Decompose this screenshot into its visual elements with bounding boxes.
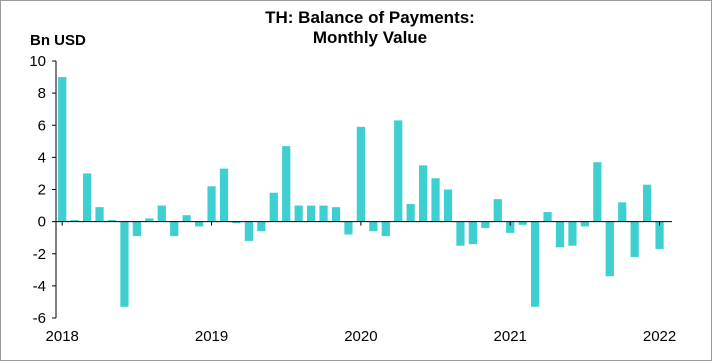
bar-2018-03 [83, 173, 92, 222]
bar-2020-12 [493, 199, 502, 222]
bar-2019-10 [319, 205, 328, 222]
x-tick-label: 2020 [344, 328, 377, 345]
bar-2018-08 [145, 218, 154, 222]
bar-2018-02 [70, 220, 79, 222]
y-tick-label: 10 [29, 53, 46, 70]
bar-2020-06 [419, 165, 428, 222]
bar-2020-04 [394, 120, 403, 222]
y-tick-label: -4 [33, 278, 46, 295]
bar-2020-10 [468, 221, 477, 245]
bar-2021-02 [518, 221, 527, 225]
bar-2018-12 [195, 221, 204, 227]
bar-2020-01 [356, 126, 365, 222]
bar-2019-05 [257, 221, 266, 232]
x-tick-label: 2018 [46, 328, 79, 345]
bar-2019-01 [207, 186, 216, 222]
bar-2020-11 [481, 221, 490, 229]
x-axis-ticks: 2018 2019 2020 2021 2022 [46, 221, 676, 345]
bar-2021-11 [630, 221, 639, 257]
bar-2018-04 [95, 207, 104, 222]
y-tick-label: 8 [38, 85, 46, 102]
bar-2019-12 [344, 221, 353, 235]
bar-2019-11 [331, 207, 341, 222]
bar-2020-07 [431, 178, 440, 222]
bar-2019-04 [244, 221, 253, 241]
y-tick-label: 0 [38, 214, 46, 231]
bar-2018-07 [132, 221, 141, 237]
y-tick-label: 6 [38, 117, 46, 134]
y-tick-label: 4 [38, 149, 46, 166]
bar-2021-04 [543, 211, 552, 222]
chart-title: TH: Balance of Payments: [265, 8, 475, 27]
bar-2019-07 [282, 146, 291, 222]
bar-2021-10 [618, 202, 627, 222]
y-axis-label: Bn USD [30, 32, 86, 49]
y-tick-label: 2 [38, 182, 46, 199]
bar-2020-03 [381, 221, 390, 237]
bar-2021-08 [593, 162, 602, 222]
bar-2021-12 [643, 184, 652, 222]
bar-2019-08 [294, 205, 303, 222]
chart-subtitle: Monthly Value [312, 28, 428, 47]
bar-2018-01 [58, 77, 67, 222]
bar-2020-09 [456, 221, 465, 246]
bar-series [58, 77, 664, 307]
bar-2020-08 [443, 189, 453, 222]
y-tick-label: -6 [33, 310, 46, 327]
bar-2019-02 [219, 168, 229, 222]
bar-2018-05 [107, 220, 117, 222]
bar-2020-05 [406, 203, 415, 222]
bar-2021-03 [531, 221, 540, 307]
bar-2021-07 [580, 221, 589, 227]
bar-2019-06 [269, 192, 278, 222]
bar-2021-05 [555, 221, 565, 248]
bar-2021-06 [568, 221, 577, 246]
bar-2018-06 [120, 221, 129, 307]
bar-2021-09 [605, 221, 614, 277]
x-tick-label: 2022 [643, 328, 676, 345]
bar-2022-01 [655, 221, 664, 249]
bar-2019-03 [232, 221, 241, 224]
bar-2018-09 [157, 205, 166, 222]
bar-2018-11 [182, 215, 191, 222]
bar-2018-10 [170, 221, 179, 237]
bar-2020-02 [369, 221, 378, 232]
y-axis-ticks: -6 -4 -2 0 2 4 6 8 10 [29, 53, 56, 327]
x-tick-label: 2019 [195, 328, 228, 345]
x-tick-label: 2021 [494, 328, 527, 345]
bar-2019-09 [307, 205, 316, 222]
y-tick-label: -2 [33, 246, 46, 263]
bar-2021-01 [506, 221, 515, 233]
